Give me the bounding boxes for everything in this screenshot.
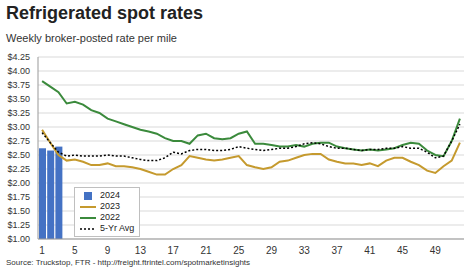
html-text:2022: 2022 <box>100 212 120 222</box>
svg-text:41: 41 <box>364 245 376 256</box>
svg-text:25: 25 <box>233 245 245 256</box>
svg-text:13: 13 <box>135 245 147 256</box>
svg-text:5: 5 <box>72 245 78 256</box>
svg-text:21: 21 <box>200 245 212 256</box>
svg-text:$2.50: $2.50 <box>8 150 30 160</box>
svg-text:$1.25: $1.25 <box>8 220 30 230</box>
svg-text:$2.25: $2.25 <box>8 164 30 174</box>
svg-text:$1.75: $1.75 <box>8 192 30 202</box>
svg-text:$1.00: $1.00 <box>8 234 30 244</box>
svg-text:$1.50: $1.50 <box>8 206 30 216</box>
svg-text:9: 9 <box>105 245 111 256</box>
svg-text:$2.00: $2.00 <box>8 178 30 188</box>
svg-text:$3.75: $3.75 <box>8 80 30 90</box>
svg-text:$4.25: $4.25 <box>8 52 30 62</box>
svg-text:45: 45 <box>397 245 409 256</box>
svg-text:$3.25: $3.25 <box>8 108 30 118</box>
svg-text:37: 37 <box>331 245 343 256</box>
svg-text:33: 33 <box>299 245 311 256</box>
html-text:Source: Truckstop, FTR - http:: Source: Truckstop, FTR - http://freight.… <box>6 258 251 267</box>
html-text:5-Yr Avg: 5-Yr Avg <box>100 223 135 233</box>
svg-text:$3.50: $3.50 <box>8 94 30 104</box>
svg-text:$4.00: $4.00 <box>8 66 30 76</box>
svg-text:$2.75: $2.75 <box>8 136 30 146</box>
html-text:2024: 2024 <box>100 190 120 200</box>
svg-text:17: 17 <box>168 245 180 256</box>
svg-text:49: 49 <box>430 245 442 256</box>
html-text:Weekly broker-posted rate per: Weekly broker-posted rate per mile <box>6 32 177 44</box>
svg-text:29: 29 <box>266 245 278 256</box>
svg-text:1: 1 <box>39 245 45 256</box>
html-text:2023: 2023 <box>100 201 120 211</box>
svg-text:$3.00: $3.00 <box>8 122 30 132</box>
html-text:Refrigerated spot rates: Refrigerated spot rates <box>6 3 204 23</box>
